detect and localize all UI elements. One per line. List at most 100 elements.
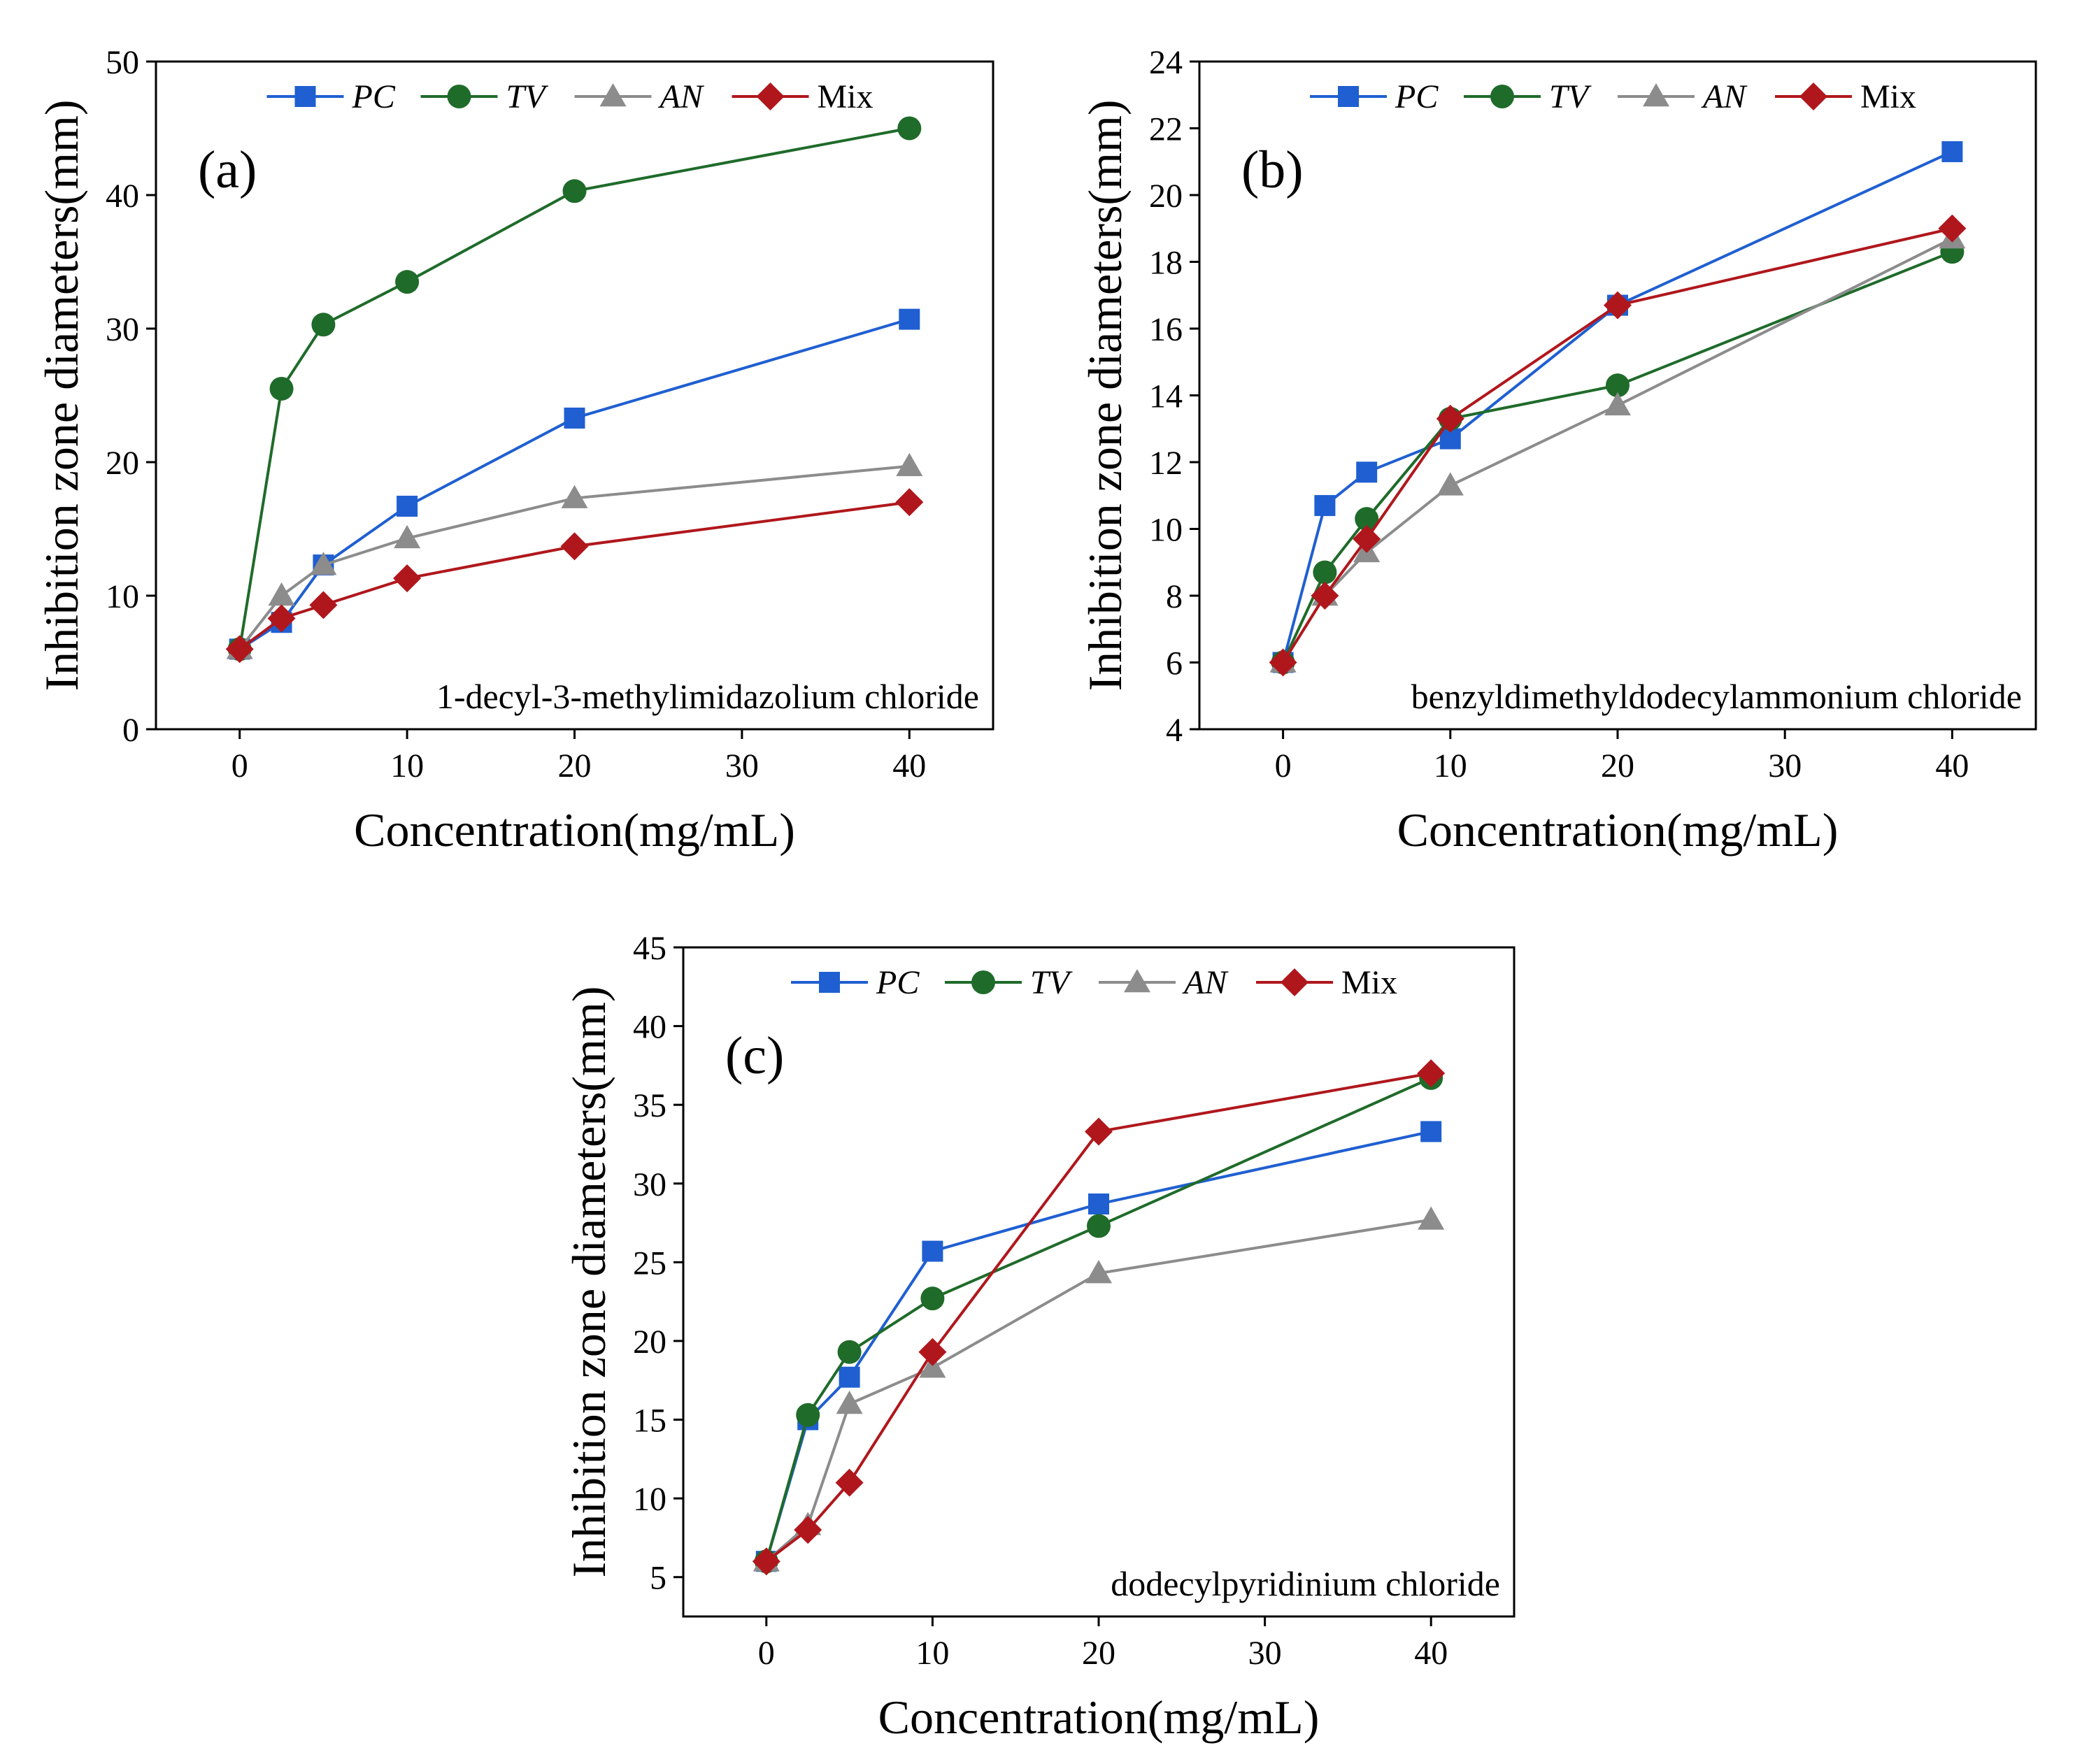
data-point-pc	[397, 496, 418, 517]
y-tick-label: 24	[1149, 44, 1183, 81]
data-point-an	[310, 552, 337, 575]
y-tick-label: 40	[106, 178, 139, 215]
data-point-tv	[1087, 1214, 1111, 1238]
series-line-tv	[238, 127, 910, 650]
x-tick-label: 40	[892, 747, 926, 784]
compound-annotation: 1-decyl-3-methylimidazolium chloride	[436, 677, 979, 716]
data-point-an	[394, 524, 421, 549]
data-point-mix	[225, 635, 254, 664]
legend-marker-pc	[294, 86, 316, 107]
y-axis-title: Inhibition zone diameters(mm)	[35, 100, 88, 691]
data-point-mix	[309, 591, 338, 619]
series-mix	[1269, 214, 1967, 677]
data-point-mix	[1353, 524, 1381, 553]
series-mix	[225, 488, 924, 664]
y-tick-label: 8	[1166, 578, 1183, 615]
y-tick-label: 20	[106, 445, 139, 482]
chart-panel-a: 0 10 20 30 40 0 10 20 30 40 50 Concentration(mg/mL)…	[35, 44, 994, 856]
legend-marker-pc	[1338, 86, 1359, 107]
data-point-mix	[1311, 582, 1339, 610]
data-point-pc	[564, 407, 585, 429]
x-tick-label: 0	[1275, 747, 1292, 784]
x-tick-label: 20	[1601, 747, 1634, 784]
y-axis-title: Inhibition zone diameters(mm)	[562, 987, 615, 1578]
panel-label: (c)	[725, 1026, 784, 1085]
legend-label-tv: TV	[506, 78, 549, 115]
legend-marker-tv	[971, 970, 995, 994]
data-point-mix	[1085, 1117, 1113, 1146]
data-point-an	[919, 1354, 946, 1378]
y-tick-label: 12	[1149, 445, 1183, 482]
y-tick-label: 40	[633, 1009, 666, 1046]
data-point-mix	[267, 604, 296, 633]
x-tick-label: 0	[231, 747, 248, 784]
y-tick-label: 25	[633, 1245, 666, 1282]
x-tick-label: 40	[1935, 747, 1969, 784]
data-point-mix	[835, 1468, 864, 1497]
data-point-mix	[1436, 404, 1464, 433]
x-axis-title: Concentration(mg/mL)	[878, 1691, 1320, 1744]
panel-label: (b)	[1241, 141, 1304, 199]
data-point-pc	[922, 1240, 943, 1262]
legend-marker-mix	[756, 83, 785, 110]
data-point-pc	[839, 1366, 860, 1388]
data-point-an	[1436, 472, 1464, 496]
series-tv	[227, 116, 922, 661]
data-point-an	[1604, 392, 1631, 416]
x-tick-label: 0	[758, 1635, 775, 1672]
y-axis-title: Inhibition zone diameters(mm)	[1078, 100, 1132, 691]
series-mix	[752, 1059, 1446, 1576]
data-point-mix	[1417, 1059, 1446, 1088]
legend-marker-an	[1643, 83, 1669, 107]
data-point-an	[896, 452, 923, 476]
x-tick-label: 30	[1248, 1635, 1282, 1672]
x-tick-label: 30	[725, 747, 759, 784]
legend-marker-tv	[1490, 85, 1514, 108]
data-point-pc	[1088, 1193, 1109, 1215]
data-point-tv	[1355, 507, 1379, 531]
data-point-pc	[899, 308, 920, 330]
legend: PC TV AN Mix	[791, 964, 1397, 1001]
legend-label-an: AN	[1182, 964, 1229, 1001]
data-point-tv	[837, 1340, 862, 1364]
data-point-pc	[1356, 461, 1378, 483]
data-point-pc	[1941, 141, 1963, 162]
data-point-tv	[920, 1286, 945, 1311]
x-tick-label: 20	[558, 747, 592, 784]
legend-label-an: AN	[658, 78, 705, 115]
data-point-mix	[1604, 291, 1632, 320]
legend-label-tv: TV	[1030, 964, 1073, 1001]
x-tick-label: 10	[1434, 747, 1467, 784]
legend-marker-mix	[1281, 968, 1309, 996]
data-point-tv	[311, 313, 336, 337]
series-line-pc	[1281, 150, 1953, 664]
y-tick-label: 20	[633, 1324, 666, 1361]
legend-marker-mix	[1799, 83, 1827, 110]
legend-label-pc: PC	[352, 78, 396, 115]
legend-marker-tv	[447, 85, 471, 108]
data-point-pc	[1420, 1121, 1442, 1142]
y-tick-label: 4	[1166, 712, 1183, 749]
data-point-mix	[1938, 214, 1967, 243]
series-line-mix	[1281, 227, 1953, 664]
y-tick-label: 10	[633, 1481, 666, 1518]
y-tick-label: 20	[1149, 178, 1183, 215]
data-point-pc	[1314, 495, 1336, 517]
x-axis-title: Concentration(mg/mL)	[354, 803, 795, 856]
data-point-mix	[752, 1547, 780, 1576]
legend-marker-an	[599, 83, 627, 107]
x-tick-label: 30	[1768, 747, 1802, 784]
series-line-mix	[765, 1072, 1432, 1563]
compound-annotation: benzyldimethyldodecylammonium chloride	[1411, 677, 2022, 716]
data-point-an	[1418, 1206, 1445, 1230]
y-tick-label: 18	[1149, 245, 1183, 282]
data-point-tv	[1313, 560, 1337, 585]
series-line-mix	[238, 501, 910, 651]
data-point-tv	[269, 376, 294, 401]
y-tick-label: 50	[106, 44, 139, 81]
y-tick-label: 35	[633, 1087, 666, 1124]
legend-label-mix: Mix	[1860, 78, 1916, 115]
data-point-tv	[562, 179, 587, 203]
y-tick-label: 5	[650, 1560, 666, 1597]
compound-annotation: dodecylpyridinium chloride	[1111, 1564, 1500, 1603]
